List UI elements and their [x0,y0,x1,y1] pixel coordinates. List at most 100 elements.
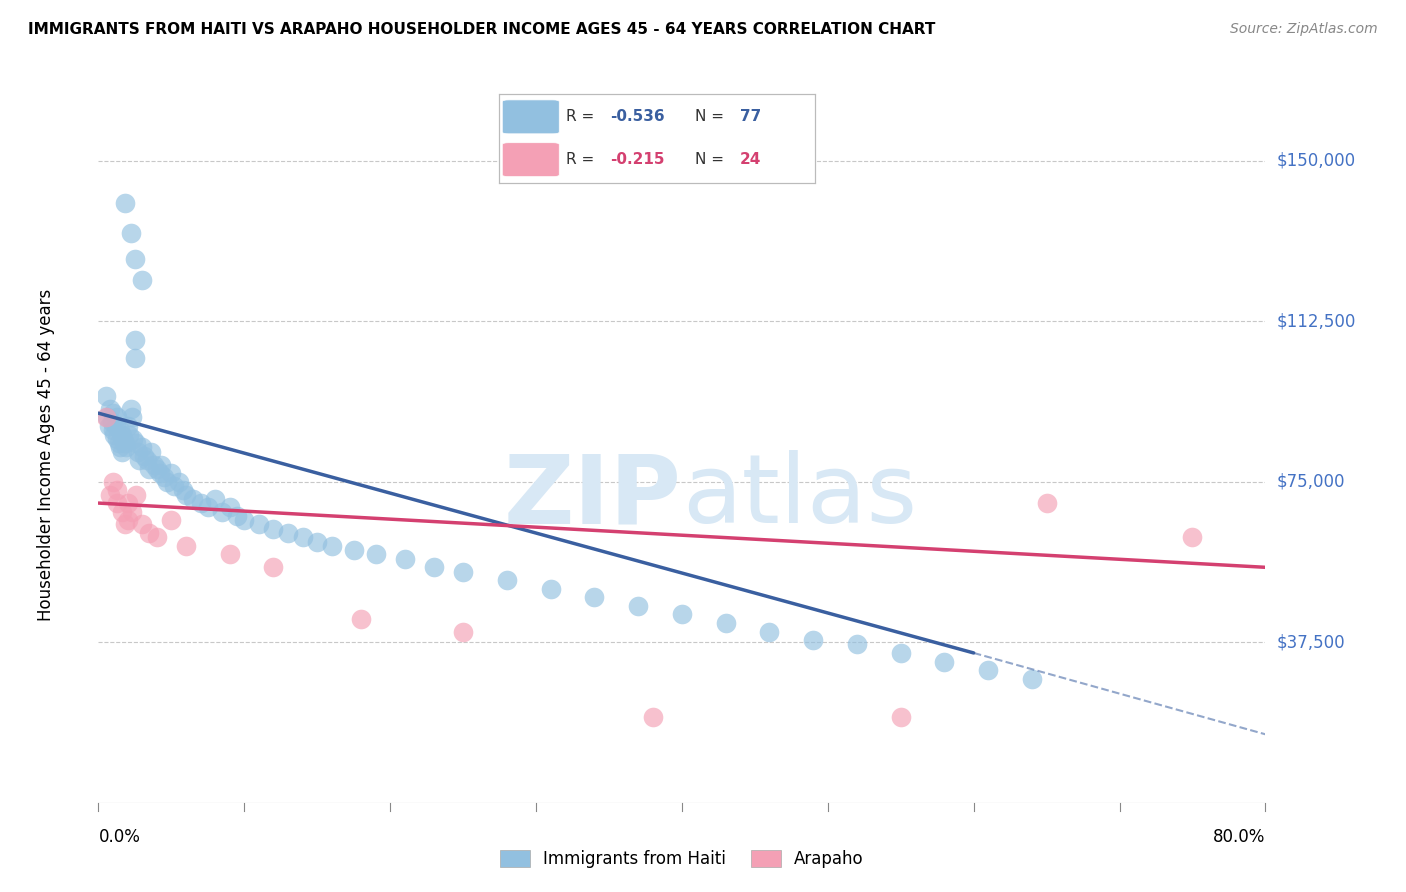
Point [124,351,146,365]
Point [146,530,169,544]
Point [120,227,142,241]
Text: $112,500: $112,500 [1277,312,1355,330]
Text: 77: 77 [740,110,761,124]
Text: ZIP: ZIP [503,450,682,543]
Point [128,453,150,467]
Point [394,551,416,566]
Text: Source: ZipAtlas.com: Source: ZipAtlas.com [1230,22,1378,37]
FancyBboxPatch shape [502,100,560,134]
Point [125,436,148,450]
Point [714,615,737,630]
Point [111,444,134,458]
Point [135,453,157,467]
Point [122,432,145,446]
Point [101,406,124,420]
Point [845,637,868,651]
Point [758,624,780,639]
Point [96,410,118,425]
Point [111,505,134,519]
Point [104,419,127,434]
Point [124,334,146,348]
Point [350,612,373,626]
Point [105,496,128,510]
Point [117,513,139,527]
Point [132,449,155,463]
Point [163,479,186,493]
Point [226,508,249,523]
Point [204,491,226,506]
Point [262,560,284,574]
Point [150,458,173,472]
Legend: Immigrants from Haiti, Arapaho: Immigrants from Haiti, Arapaho [494,843,870,874]
Point [97,419,120,434]
Point [118,427,141,442]
Point [131,273,153,287]
Point [138,462,160,476]
Point [139,444,162,458]
Point [149,466,172,480]
Point [103,427,125,442]
Point [451,624,474,639]
Point [114,196,136,211]
Point [138,526,160,541]
Text: 80.0%: 80.0% [1213,828,1265,846]
Point [160,466,183,480]
Point [174,539,197,553]
Point [641,710,664,724]
Text: $75,000: $75,000 [1277,473,1346,491]
Point [262,522,284,536]
Point [94,410,117,425]
Point [174,487,197,501]
Point [1021,672,1043,686]
Point [540,582,562,596]
Point [105,432,128,446]
Text: N =: N = [695,153,730,167]
Point [108,436,131,450]
Point [110,441,132,455]
Point [101,475,124,489]
Point [114,517,136,532]
Point [291,530,314,544]
Text: $150,000: $150,000 [1277,152,1355,169]
FancyBboxPatch shape [502,143,560,177]
Point [627,599,650,613]
Point [98,401,121,416]
Point [190,496,212,510]
Point [934,655,956,669]
Point [451,565,474,579]
Text: 24: 24 [740,153,761,167]
Point [124,252,146,266]
Point [1181,530,1204,544]
Point [142,458,165,472]
Point [423,560,446,574]
Point [197,500,219,515]
Text: -0.536: -0.536 [610,110,665,124]
Point [321,539,343,553]
Point [160,513,183,527]
Point [110,423,132,437]
Point [105,483,128,498]
Text: -0.215: -0.215 [610,153,665,167]
Point [218,500,240,515]
Point [120,401,142,416]
Text: R =: R = [565,110,599,124]
Point [115,441,138,455]
Point [277,526,299,541]
Point [583,591,606,605]
Point [233,513,256,527]
Point [98,487,121,501]
Point [101,423,124,437]
Point [121,505,143,519]
Point [131,517,153,532]
Point [364,548,387,562]
Text: R =: R = [565,153,599,167]
Point [111,427,134,442]
Point [247,517,270,532]
Point [801,633,824,648]
Point [156,475,179,489]
Point [671,607,693,622]
Point [181,491,204,506]
Point [131,441,153,455]
Point [117,496,139,510]
Text: atlas: atlas [682,450,917,543]
